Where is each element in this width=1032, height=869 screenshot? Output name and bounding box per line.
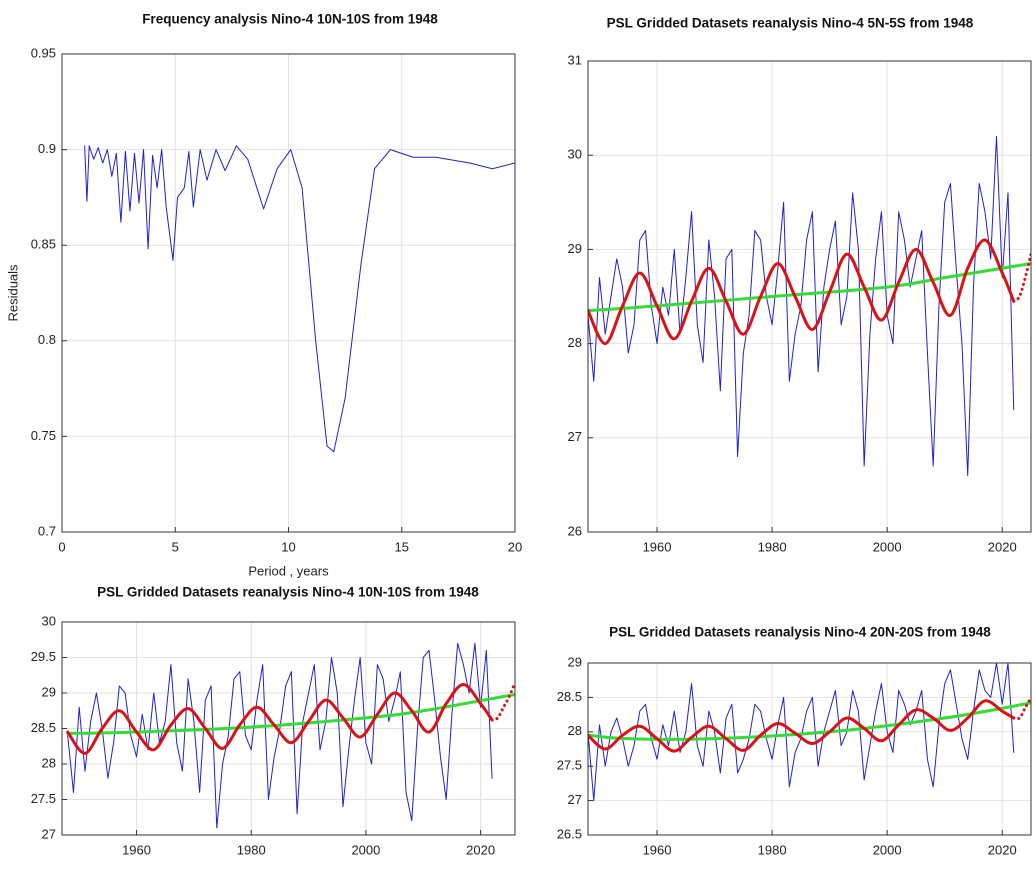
data-line — [67, 642, 493, 829]
x-tick-label: 10 — [281, 539, 295, 554]
y-tick-label: 28.5 — [31, 720, 56, 735]
y-axis-label: Residuals — [5, 264, 20, 322]
y-tick-label: 30 — [568, 147, 582, 162]
data-line — [588, 699, 1016, 753]
x-tick-label: 15 — [395, 539, 409, 554]
chart-title: PSL Gridded Datasets reanalysis Nino-4 5… — [607, 16, 974, 31]
x-tick-label: 1960 — [643, 539, 672, 554]
y-tick-label: 29 — [568, 654, 582, 669]
x-tick-label: 2000 — [351, 842, 380, 857]
y-tick-label: 26.5 — [557, 826, 582, 841]
x-tick-label: 1980 — [758, 539, 787, 554]
series-group — [588, 663, 1031, 802]
axes-frame — [587, 60, 1032, 533]
y-tick-label: 0.95 — [31, 45, 56, 60]
data-line — [588, 135, 1015, 476]
x-tick-label: 5 — [172, 539, 179, 554]
y-tick-label: 0.8 — [38, 332, 56, 347]
y-tick-label: 27 — [568, 792, 582, 807]
data-line — [66, 682, 494, 755]
x-tick-label: 2020 — [988, 842, 1017, 857]
x-axis-label: Period , years — [248, 563, 329, 578]
y-tick-label: 29.5 — [31, 649, 56, 664]
data-line — [588, 262, 1031, 313]
chart-panel: 26 27 28 29 30 31 1960 1980 2000 2020 PSL Gridded … — [568, 16, 1032, 554]
y-tick-label: 27.5 — [557, 758, 582, 773]
chart-panel: 27 27.5 28 28.5 29 29.5 30 1960 1980 2000 2020 PSL … — [31, 585, 516, 857]
y-tick-label: 0.75 — [31, 428, 56, 443]
axes-frame — [61, 621, 516, 836]
y-tick-label: 27.5 — [31, 791, 56, 806]
x-tick-label: 2020 — [466, 842, 495, 857]
x-tick-label: 2020 — [988, 539, 1017, 554]
y-tick-label: 30 — [42, 613, 56, 628]
x-tick-label: 20 — [508, 539, 522, 554]
series-group — [66, 642, 515, 829]
chart-panel: 26.5 27 27.5 28 28.5 29 1960 1980 2000 2020 PSL Gr… — [557, 625, 1032, 857]
chart-title: PSL Gridded Datasets reanalysis Nino-4 1… — [97, 585, 479, 600]
series-group — [84, 145, 515, 453]
forecast-line — [490, 680, 515, 722]
y-tick-label: 0.7 — [38, 523, 56, 538]
x-tick-label: 2000 — [873, 842, 902, 857]
chart-panel: 0.7 0.75 0.8 0.85 0.9 0.95 0 5 10 15 20 Frequency a… — [5, 12, 522, 579]
axes-frame — [61, 53, 516, 533]
chart-title: Frequency analysis Nino-4 10N-10S from 1… — [142, 12, 438, 27]
y-tick-label: 29 — [568, 241, 582, 256]
y-tick-label: 27 — [42, 826, 56, 841]
x-tick-label: 2000 — [873, 539, 902, 554]
x-tick-label: 0 — [58, 539, 65, 554]
y-tick-label: 29 — [42, 684, 56, 699]
chart-title: PSL Gridded Datasets reanalysis Nino-4 2… — [609, 625, 991, 640]
data-line — [588, 701, 1031, 741]
forecast-line — [1012, 695, 1031, 721]
x-tick-label: 1980 — [237, 842, 266, 857]
y-tick-label: 28 — [568, 723, 582, 738]
y-tick-label: 28 — [42, 755, 56, 770]
y-tick-label: 0.9 — [38, 141, 56, 156]
y-tick-label: 28.5 — [557, 689, 582, 704]
x-tick-label: 1960 — [122, 842, 151, 857]
y-tick-label: 28 — [568, 335, 582, 350]
y-tick-label: 27 — [568, 429, 582, 444]
y-tick-label: 26 — [568, 523, 582, 538]
y-tick-label: 0.85 — [31, 237, 56, 252]
plot-background — [588, 663, 1031, 835]
axes-frame — [587, 662, 1032, 836]
series-group — [588, 135, 1031, 476]
forecast-line — [1012, 252, 1031, 303]
data-line — [588, 238, 1016, 346]
data-line — [84, 145, 515, 453]
x-tick-label: 1960 — [643, 842, 672, 857]
x-tick-label: 1980 — [758, 842, 787, 857]
y-tick-label: 31 — [568, 52, 582, 67]
